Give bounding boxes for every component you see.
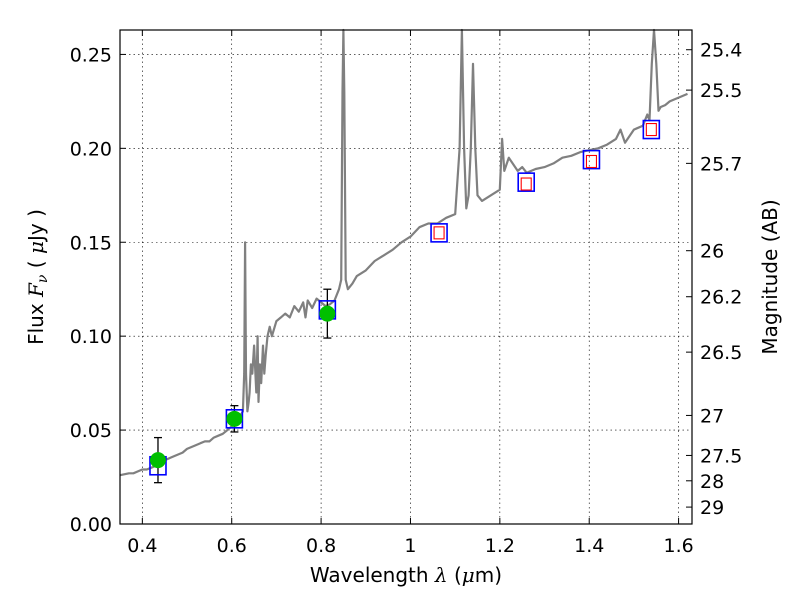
x-axis-title: Wavelength λ (μm) xyxy=(310,563,502,587)
x-tick-label-6: 1.6 xyxy=(663,535,693,557)
y2-tick-label-5: 26.5 xyxy=(700,342,742,364)
x-tick-label-1: 0.6 xyxy=(217,535,247,557)
x-tick-label-5: 1.4 xyxy=(574,535,604,557)
y-tick-label-0: 0.00 xyxy=(70,514,112,536)
observed-point-0 xyxy=(149,452,166,469)
y2-tick-label-3: 26 xyxy=(700,241,724,263)
y2-axis-title: Magnitude (AB) xyxy=(758,199,782,354)
observed-point-2 xyxy=(319,305,336,322)
y2-tick-label-4: 26.2 xyxy=(700,287,742,309)
spectrum-layer xyxy=(119,28,688,477)
y2-tick-label-9: 29 xyxy=(700,497,724,519)
model-photometry-square-5 xyxy=(582,149,601,170)
y2-tick-label-7: 27.5 xyxy=(700,445,742,467)
axes-layer: 0.4 0.6 0.8 1 1.2 1.4 1.6 0.00 0.05 0.10 0.15 0.20 0… xyxy=(70,29,742,557)
predicted-square-3 xyxy=(645,123,657,137)
y-axis-title: Flux Fν ( μJy ) xyxy=(24,209,51,345)
x-tick-label-3: 1 xyxy=(404,535,416,557)
y-tick-label-3: 0.15 xyxy=(70,232,112,254)
y2-tick-label-0: 25.4 xyxy=(700,40,742,62)
x-tick-label-2: 0.8 xyxy=(306,535,336,557)
y-tick-label-4: 0.20 xyxy=(70,138,112,160)
marker-layer xyxy=(149,119,661,484)
y-tick-label-5: 0.25 xyxy=(70,44,112,66)
model-photometry-square-3 xyxy=(430,223,448,243)
model-photometry-square-4 xyxy=(517,172,536,192)
model-photometry-square-6 xyxy=(642,119,661,140)
x-tick-label-0: 0.4 xyxy=(127,535,157,557)
observed-point-1 xyxy=(226,410,243,427)
y-tick-label-2: 0.10 xyxy=(70,326,112,348)
y2-tick-label-8: 28 xyxy=(700,471,724,493)
x-tick-label-4: 1.2 xyxy=(485,535,515,557)
y2-tick-label-6: 27 xyxy=(700,405,724,427)
predicted-square-2 xyxy=(585,154,598,169)
plot-frame xyxy=(119,29,693,525)
y-tick-label-1: 0.05 xyxy=(70,420,112,442)
predicted-square-1 xyxy=(520,177,532,191)
spectrum-line xyxy=(119,28,688,477)
y2-tick-label-1: 25.5 xyxy=(700,80,742,102)
grid-layer xyxy=(120,30,692,524)
y2-tick-label-2: 25.7 xyxy=(700,153,742,175)
predicted-square-0 xyxy=(433,226,445,240)
